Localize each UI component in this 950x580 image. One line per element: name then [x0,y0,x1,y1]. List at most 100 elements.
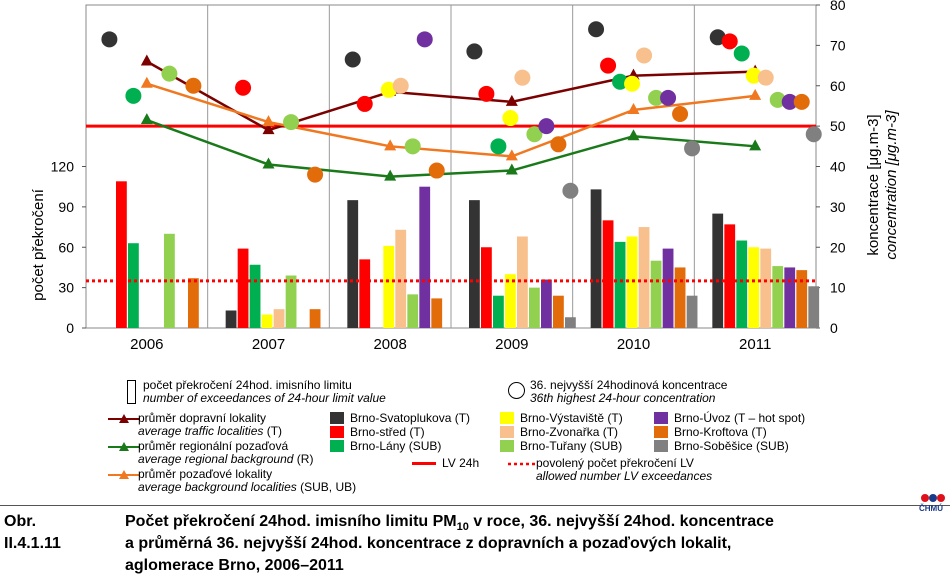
bar [565,317,576,328]
chmu-logo: ČHMÚ [918,492,948,518]
concentration-dot [805,126,822,143]
average-marker [262,123,275,135]
concentration-dot [660,89,677,106]
bar [553,295,564,328]
concentration-dot [356,95,373,112]
legend-line-regional-suffix: (R) [293,452,314,466]
legend-allowed-symbol [508,462,536,466]
legend-allowed-en: allowed number LV exceedances [536,469,713,483]
concentration-dot [769,91,786,108]
legend-line-background-suffix: (SUB, UB) [296,480,357,494]
caption-rule [0,505,950,506]
concentration-dot [161,65,178,82]
concentration-dot [514,69,531,86]
bar [469,200,480,328]
legend-bar-series-label: Brno-Úvoz (T – hot spot) [674,411,806,425]
legend-bar-swatch [654,412,668,424]
concentration-dot [562,182,579,199]
bar [662,248,674,328]
caption-line-1-post: v roce, 36. nejvyšší 24hod. koncentrace [468,513,774,530]
left-tick-label: 30 [58,280,74,296]
bar [541,279,552,328]
chart: 0 30 60 90 120 0 10 20 30 40 50 60 70 80 počet překroč… [30,0,900,353]
concentration-dot [757,69,774,86]
left-tick-label: 0 [66,320,74,336]
average-marker [140,54,153,66]
right-tick-label: 10 [830,280,846,296]
bar [590,189,602,328]
bar [517,236,528,328]
concentration-dot [490,138,507,155]
left-tick-label: 60 [58,239,74,255]
right-tick-label: 20 [830,239,846,255]
bar [638,227,650,328]
concentration-dot [502,110,519,127]
bar [674,267,686,328]
concentration-dot [684,140,701,157]
right-tick-label: 60 [830,78,846,94]
bar [431,298,443,328]
category-label: 2008 [373,336,406,353]
category-label: 2007 [252,336,285,353]
bar [784,267,796,328]
concentration-dot [526,126,543,143]
bar [650,260,662,328]
legend-line-traffic-symbol [108,414,140,423]
bar [505,274,516,328]
caption-line-1-pre: Počet překročení 24hod. imisního limitu … [125,513,457,530]
right-tick-label: 70 [830,37,846,53]
legend-bar-series-label: Brno-Soběšice (SUB) [674,439,789,453]
legend-bar-series-label: Brno-Zvonařka (T) [520,425,619,439]
right-tick-label: 30 [830,199,846,215]
average-marker [140,76,153,88]
right-tick-label: 50 [830,118,846,134]
legend-lv24h-label: LV 24h [442,456,480,470]
concentration-dot [404,138,421,155]
right-tick-label: 0 [830,320,838,336]
legend-bars-label-en: number of exceedances of 24-hour limit v… [143,391,386,405]
bar [164,233,175,328]
average-line [146,118,756,178]
right-axis-title-en: concentration [μg.m-3] [883,110,900,260]
bar [237,248,249,328]
concentration-dot [612,73,629,90]
average-marker [262,115,275,127]
concentration-dot [709,29,726,46]
bar [796,270,808,328]
concentration-dot [648,89,665,106]
category-label: 2011 [739,336,771,353]
caption-label: Obr. II.4.1.11 [4,513,61,552]
average-marker [749,139,762,151]
bar [359,259,371,328]
average-marker [384,169,397,181]
left-axis-title: počet překročení [30,188,47,301]
concentration-dot [636,47,653,64]
average-line [146,82,756,158]
legend-bar-swatch [500,440,514,452]
bar [116,181,127,328]
legend-dots-label-en: 36th highest 24-hour concentration [530,391,716,405]
concentration-dot [538,118,555,135]
chmu-logo-text: ČHMÚ [919,504,943,513]
bar [347,200,359,328]
legend-bar-series-label: Brno-Svatoplukova (T) [350,411,471,425]
left-tick-label: 120 [51,159,75,175]
category-label: 2009 [495,336,528,353]
concentration-dot [733,45,750,62]
legend-line-traffic-cs: průměr dopravní lokality [138,411,267,425]
concentration-dot [588,21,605,38]
concentration-dot [793,93,810,110]
concentration-dot [672,106,689,123]
concentration-dot [307,166,324,183]
average-marker [140,113,153,125]
caption-line-3: aglomerace Brno, 2006–2011 [125,557,344,574]
concentration-dot [283,114,300,131]
right-tick-label: 80 [830,0,846,13]
legend-bar-series-label: Brno-střed (T) [350,425,425,439]
legend-bar-series-label: Brno-Tuřany (SUB) [520,439,623,453]
category-label: 2010 [617,336,650,353]
concentration-dot [392,77,409,94]
legend-bar-swatch [500,426,514,438]
left-tick-label: 90 [58,199,74,215]
concentration-dot [721,33,738,50]
